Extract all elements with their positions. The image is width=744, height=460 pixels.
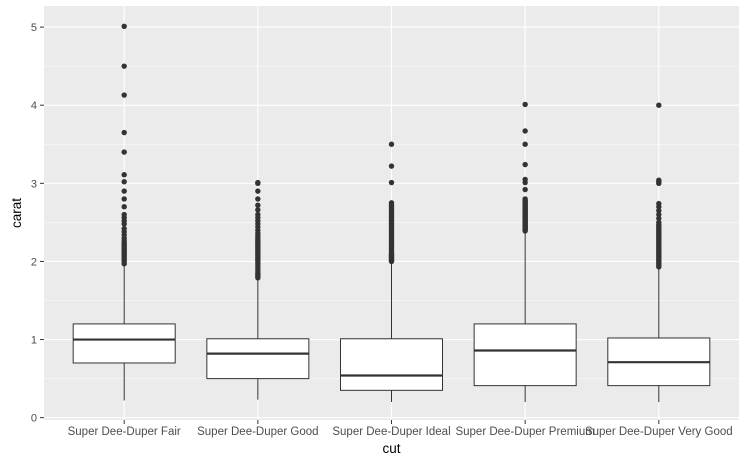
- outlier-point: [522, 176, 528, 183]
- outlier-point: [522, 101, 528, 108]
- y-axis-title: carat: [9, 198, 24, 228]
- y-tick-label: 4: [31, 100, 37, 112]
- box-4: [473, 101, 577, 403]
- y-tick-label: 2: [31, 256, 37, 268]
- y-axis-ticks: 0 1 2 3 4 5: [31, 22, 44, 425]
- y-tick-label: 3: [31, 178, 37, 190]
- outlier-point: [121, 149, 127, 155]
- outlier-point: [121, 225, 127, 232]
- y-tick-label: 0: [31, 413, 37, 425]
- outlier-point: [121, 63, 127, 69]
- box-5: [607, 102, 711, 403]
- x-tick-label: Super Dee-Duper Good: [197, 426, 318, 438]
- x-tick-label: Super Dee-Duper Premium: [455, 426, 594, 438]
- outlier-point: [656, 177, 662, 183]
- outlier-point: [255, 207, 261, 213]
- outlier-point: [255, 211, 261, 218]
- outlier-point: [656, 211, 662, 218]
- outlier-point: [656, 207, 662, 214]
- box-3: [340, 141, 443, 403]
- x-tick-label: Super Dee-Duper Fair: [68, 426, 181, 438]
- x-tick-label: Super Dee-Duper Very Good: [585, 426, 733, 438]
- outlier-point: [255, 188, 261, 194]
- box-1: [72, 23, 176, 401]
- boxes: [72, 23, 711, 403]
- outlier-point: [121, 204, 127, 210]
- outlier-point: [522, 196, 528, 202]
- x-axis-ticks: Super Dee-Duper Fair Super Dee-Duper Good…: [68, 420, 733, 438]
- outlier-point: [656, 102, 662, 108]
- outlier-point: [255, 179, 261, 186]
- box-iqr: [340, 338, 443, 391]
- outlier-point: [121, 172, 127, 178]
- outlier-point: [522, 141, 528, 147]
- box-iqr: [206, 338, 310, 380]
- outlier-point: [121, 92, 127, 98]
- box-iqr: [72, 323, 176, 364]
- outlier-point: [121, 196, 127, 202]
- outlier-point: [121, 129, 127, 136]
- outlier-point: [388, 200, 395, 206]
- outlier-point: [255, 196, 261, 202]
- outlier-point: [388, 163, 395, 169]
- x-tick-label: Super Dee-Duper Ideal: [332, 426, 450, 438]
- outlier-point: [121, 179, 127, 185]
- box-2: [206, 179, 310, 400]
- outlier-point: [656, 219, 662, 226]
- outlier-point: [522, 128, 528, 134]
- y-tick-label: 5: [31, 22, 37, 34]
- outlier-point: [656, 215, 662, 222]
- outlier-point: [121, 211, 127, 218]
- box-iqr: [473, 323, 577, 387]
- outlier-point: [656, 200, 662, 207]
- outlier-point: [121, 23, 127, 30]
- outlier-point: [522, 161, 528, 168]
- y-tick-label: 1: [31, 335, 37, 347]
- outlier-point: [522, 186, 528, 193]
- outlier-point: [255, 202, 261, 208]
- x-axis-title: cut: [382, 441, 400, 456]
- outlier-point: [388, 179, 395, 186]
- outlier-point: [121, 188, 127, 194]
- outlier-point: [388, 141, 395, 147]
